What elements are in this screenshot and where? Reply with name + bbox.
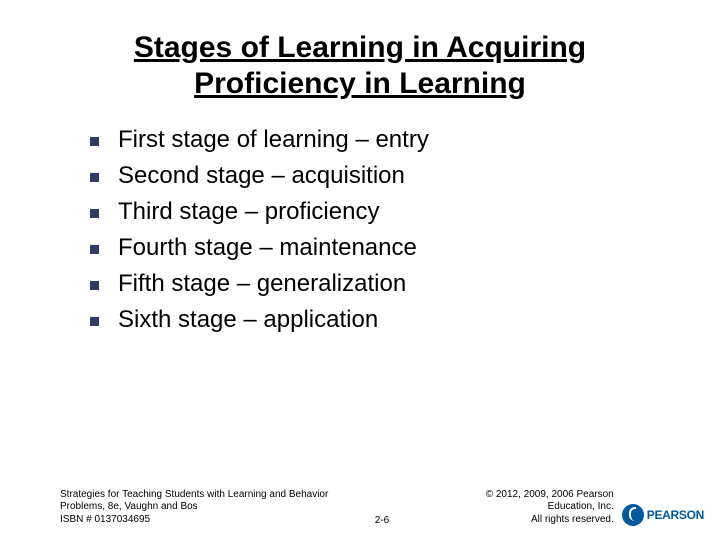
citation-line-1: Strategies for Teaching Students with Le…: [60, 489, 328, 502]
bullet-item: Sixth stage – application: [90, 306, 660, 334]
citation-line-3: ISBN # 0137034695: [60, 514, 328, 527]
bullet-item: First stage of learning – entry: [90, 126, 660, 154]
bullet-item: Fifth stage – generalization: [90, 270, 660, 298]
pearson-logo-icon: [622, 504, 644, 526]
citation-line-2: Problems, 8e, Vaughn and Bos: [60, 501, 328, 514]
footer-right: © 2012, 2009, 2006 Pearson Education, In…: [486, 489, 704, 527]
bullet-list: First stage of learning – entry Second st…: [60, 126, 660, 334]
pearson-logo-text: PEARSON: [647, 508, 704, 523]
bullet-item: Second stage – acquisition: [90, 162, 660, 190]
title-line-2: Proficiency in Learning: [194, 67, 526, 100]
pearson-logo: PEARSON: [622, 504, 704, 526]
bullet-item: Third stage – proficiency: [90, 198, 660, 226]
footer-citation: Strategies for Teaching Students with Le…: [60, 489, 328, 527]
copyright-line-2: Education, Inc.: [486, 501, 614, 514]
slide-title: Stages of Learning in Acquiring Proficie…: [60, 30, 660, 102]
slide-container: Stages of Learning in Acquiring Proficie…: [0, 0, 720, 540]
page-number: 2-6: [375, 515, 389, 526]
copyright-line-3: All rights reserved.: [486, 514, 614, 527]
footer: Strategies for Teaching Students with Le…: [60, 489, 704, 527]
title-line-1: Stages of Learning in Acquiring: [134, 31, 586, 64]
copyright-line-1: © 2012, 2009, 2006 Pearson: [486, 489, 614, 502]
bullet-item: Fourth stage – maintenance: [90, 234, 660, 262]
copyright: © 2012, 2009, 2006 Pearson Education, In…: [486, 489, 614, 527]
